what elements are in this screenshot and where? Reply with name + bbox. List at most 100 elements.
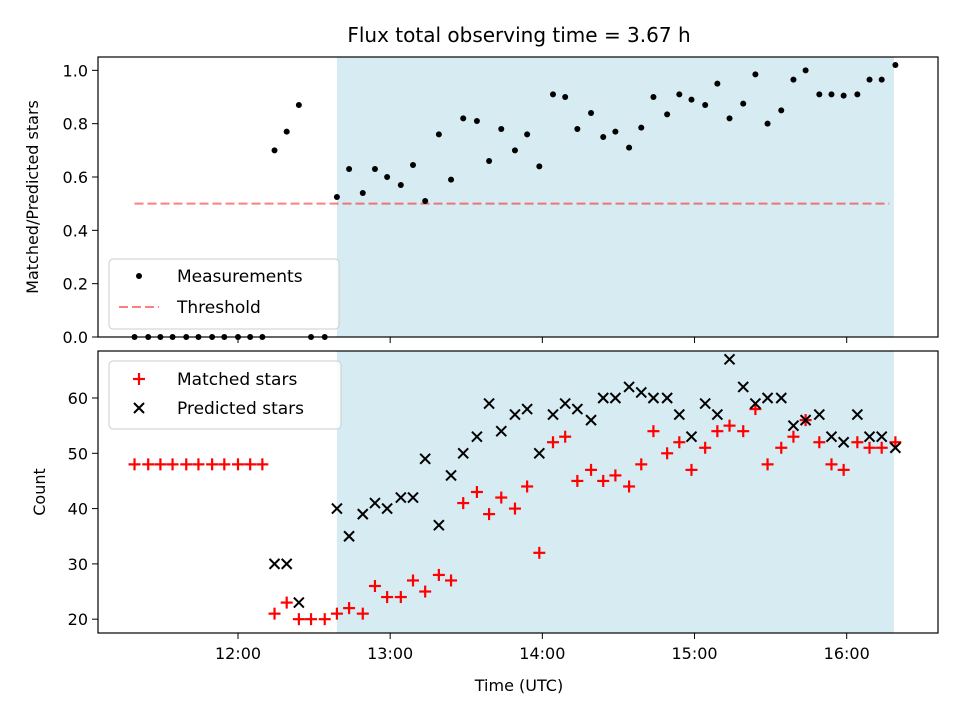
bottom-panel: 20 30 40 50 60 12:00 13:00 14:00 15:00 16:00 Cou…	[30, 350, 939, 695]
measurement-point	[600, 134, 607, 140]
legend-measurements-marker	[136, 273, 142, 279]
top-panel: 0.0 0.2 0.4 0.6 0.8 1.0 Matched/Predicted sta…	[23, 56, 939, 347]
matched-star-point	[571, 474, 584, 487]
predicted-star-point	[559, 397, 571, 410]
measurement-point	[702, 102, 709, 108]
measurement-point	[422, 198, 429, 204]
predicted-star-point	[737, 381, 749, 393]
bottom-ytick-label: 20	[68, 610, 88, 629]
measurement-point	[650, 94, 657, 100]
predicted-star-point	[343, 530, 355, 542]
top-axes-frame	[97, 56, 939, 338]
measurement-point	[612, 128, 619, 135]
matched-star-point	[394, 591, 407, 604]
matched-star-point	[206, 458, 219, 471]
predicted-star-point	[509, 408, 521, 421]
matched-star-point	[495, 491, 508, 504]
matched-star-point	[851, 436, 864, 449]
measurement-point	[840, 92, 847, 99]
matched-star-point	[232, 458, 244, 471]
matched-star-point	[699, 441, 712, 454]
measurement-point	[588, 110, 595, 116]
matched-star-point	[889, 436, 902, 449]
count-points	[128, 353, 902, 626]
bottom-ytick-label: 30	[68, 555, 88, 574]
measurement-point	[448, 176, 455, 183]
matched-star-point	[749, 403, 762, 416]
matched-star-point	[356, 607, 369, 620]
measurement-point	[664, 111, 671, 118]
measurement-point	[866, 76, 873, 83]
matched-star-point	[875, 441, 888, 454]
predicted-star-point	[280, 558, 293, 570]
matched-star-point	[128, 458, 141, 471]
measurement-point	[410, 162, 416, 168]
predicted-star-point	[381, 502, 393, 515]
measurement-point	[752, 71, 759, 78]
measurement-point	[384, 174, 391, 180]
predicted-star-point	[825, 430, 838, 443]
matched-star-point	[647, 425, 660, 438]
matched-star-point	[305, 613, 318, 626]
predicted-star-point	[699, 397, 711, 410]
predicted-star-point	[419, 453, 431, 465]
bottom-y-axis: 20 30 40 50 60	[68, 389, 98, 629]
bottom-xtick-label: 14:00	[519, 644, 565, 663]
top-highlight-span	[336, 57, 894, 337]
matched-star-point	[244, 458, 257, 471]
measurement-point	[778, 107, 785, 114]
matched-star-point	[192, 458, 205, 471]
matched-star-point	[521, 480, 534, 493]
matched-star-point	[218, 458, 231, 471]
measurement-point	[726, 115, 733, 122]
measurement-point	[892, 62, 899, 68]
measurement-point	[688, 96, 695, 103]
predicted-star-point	[571, 403, 584, 415]
measurement-point	[498, 126, 505, 132]
matched-star-point	[407, 574, 419, 587]
measurement-point	[740, 100, 747, 107]
matched-star-point	[761, 458, 774, 471]
matched-star-point	[256, 458, 269, 471]
matched-star-point	[597, 474, 610, 487]
matched-star-point	[825, 458, 838, 471]
predicted-star-point	[661, 392, 673, 404]
top-ytick-label: 0.0	[63, 328, 88, 347]
measurement-point	[295, 102, 302, 108]
matched-star-point	[547, 436, 559, 449]
bottom-ytick-label: 40	[68, 500, 88, 519]
predicted-star-point	[711, 408, 724, 421]
predicted-star-point	[889, 442, 902, 454]
measurement-point	[397, 182, 404, 188]
matched-star-point	[457, 497, 470, 510]
legend-predicted-label: Predicted stars	[177, 399, 304, 419]
matched-star-point	[508, 502, 521, 515]
matched-star-point	[533, 546, 546, 559]
bottom-xtick-label: 13:00	[367, 644, 413, 663]
matched-star-point	[154, 458, 167, 471]
measurement-point	[346, 166, 353, 172]
top-ytick-label: 0.2	[63, 275, 88, 294]
predicted-star-point	[483, 397, 495, 410]
bottom-xtick-label: 15:00	[671, 644, 717, 663]
matched-star-point	[381, 591, 394, 604]
top-legend-box	[108, 258, 340, 330]
top-y-axis-label: Matched/Predicted stars	[23, 100, 42, 294]
top-ytick-label: 0.8	[63, 115, 88, 134]
predicted-star-point	[445, 469, 457, 482]
top-x-ticks	[237, 337, 848, 343]
matched-star-point	[166, 458, 179, 471]
matched-star-point	[142, 458, 155, 471]
measurement-point	[460, 115, 467, 122]
matched-star-point	[609, 469, 622, 482]
matched-star-point	[280, 596, 293, 609]
predicted-star-point	[875, 430, 888, 443]
matched-star-point	[723, 419, 736, 432]
matched-star-point	[559, 430, 572, 443]
predicted-star-point	[293, 596, 305, 609]
predicted-star-point	[357, 508, 369, 520]
matched-star-point	[419, 585, 432, 598]
measurement-point	[790, 76, 797, 83]
measurement-points	[131, 62, 899, 340]
legend-matched-marker	[133, 373, 145, 385]
